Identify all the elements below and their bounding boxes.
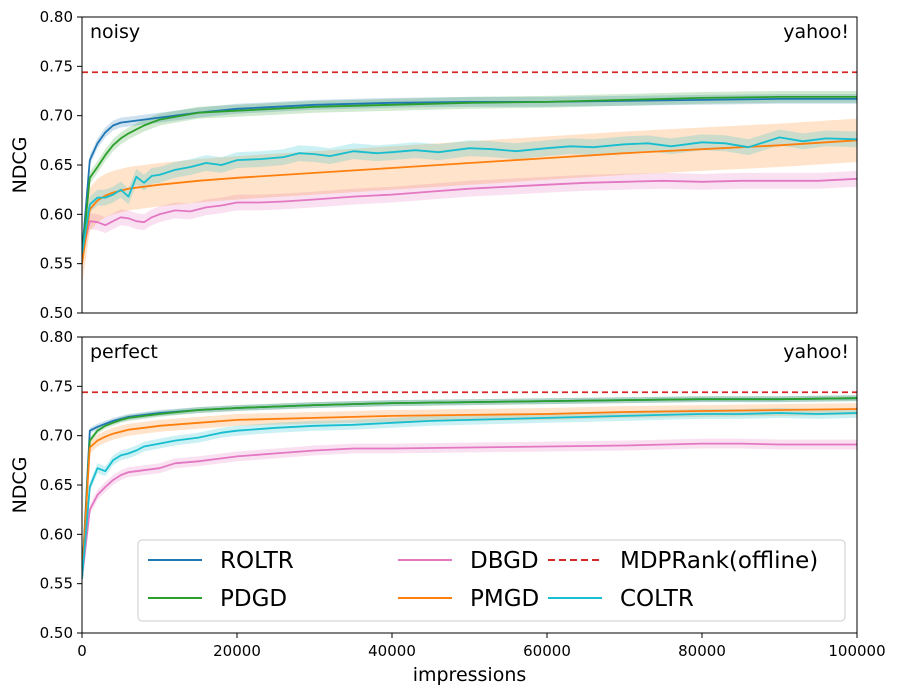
y-tick-label: 0.50 <box>40 304 73 322</box>
plot-area <box>82 71 857 286</box>
legend-label: MDPRank(offline) <box>620 548 818 574</box>
corner-label-condition: perfect <box>90 341 158 363</box>
y-tick-label: 0.55 <box>40 255 73 273</box>
series-coltr <box>82 136 857 254</box>
y-axis-label: NDCG <box>9 457 31 514</box>
legend: ROLTR PDGD DBGD PMGD MDPRank(offline) COLTR <box>137 539 846 622</box>
y-tick-label: 0.80 <box>40 328 73 346</box>
x-tick-label: 20000 <box>213 642 261 660</box>
band-coltr <box>82 129 857 262</box>
legend-item-roltr: ROLTR <box>148 548 294 574</box>
legend-item-coltr: COLTR <box>548 586 694 612</box>
x-tick-label: 0 <box>77 642 87 660</box>
series-pmgd <box>82 139 857 264</box>
y-tick-label: 0.60 <box>40 205 73 223</box>
x-tick-label: 100000 <box>828 642 885 660</box>
y-tick-label: 0.55 <box>40 575 73 593</box>
legend-label: DBGD <box>470 548 539 574</box>
y-tick-label: 0.65 <box>40 156 73 174</box>
legend-item-dbgd: DBGD <box>398 548 539 574</box>
corner-label-dataset: yahoo! <box>783 21 849 43</box>
x-axis-label: impressions <box>413 664 527 686</box>
panel-1: 0.50 0.55 0.60 0.65 0.70 0.75 0.80 NDCG noisy yah… <box>9 8 858 322</box>
y-tick-label: 0.70 <box>40 107 73 125</box>
y-tick-label: 0.50 <box>40 624 73 642</box>
series-dbgd <box>82 442 857 579</box>
legend-label: PMGD <box>470 586 539 612</box>
legend-box <box>137 539 846 622</box>
band-pmgd <box>82 118 857 286</box>
legend-item-mdprank-offline-: MDPRank(offline) <box>548 548 818 574</box>
series-pmgd <box>82 408 857 579</box>
x-tick-label: 80000 <box>678 642 726 660</box>
y-axis-label: NDCG <box>9 137 31 194</box>
legend-label: ROLTR <box>220 548 294 574</box>
legend-label: PDGD <box>220 586 287 612</box>
band-pmgd <box>82 403 857 585</box>
series-dbgd <box>82 177 857 255</box>
corner-label-condition: noisy <box>90 21 140 43</box>
y-tick-label: 0.65 <box>40 476 73 494</box>
legend-item-pdgd: PDGD <box>148 586 287 612</box>
series-pdgd <box>82 397 857 579</box>
y-tick-label: 0.80 <box>40 8 73 26</box>
y-tick-label: 0.75 <box>40 57 73 75</box>
x-tick-label: 40000 <box>368 642 416 660</box>
corner-label-dataset: yahoo! <box>783 341 849 363</box>
plot-area <box>82 391 857 585</box>
panel-2: 0.50 0.55 0.60 0.65 0.70 0.75 0.80 0 20000 40000 6… <box>9 328 886 686</box>
y-tick-label: 0.70 <box>40 427 73 445</box>
legend-item-pmgd: PMGD <box>398 586 539 612</box>
series-coltr <box>82 412 857 579</box>
series-pdgd <box>82 96 857 259</box>
y-tick-label: 0.75 <box>40 377 73 395</box>
legend-label: COLTR <box>620 586 694 612</box>
x-tick-label: 60000 <box>523 642 571 660</box>
y-tick-label: 0.60 <box>40 525 73 543</box>
